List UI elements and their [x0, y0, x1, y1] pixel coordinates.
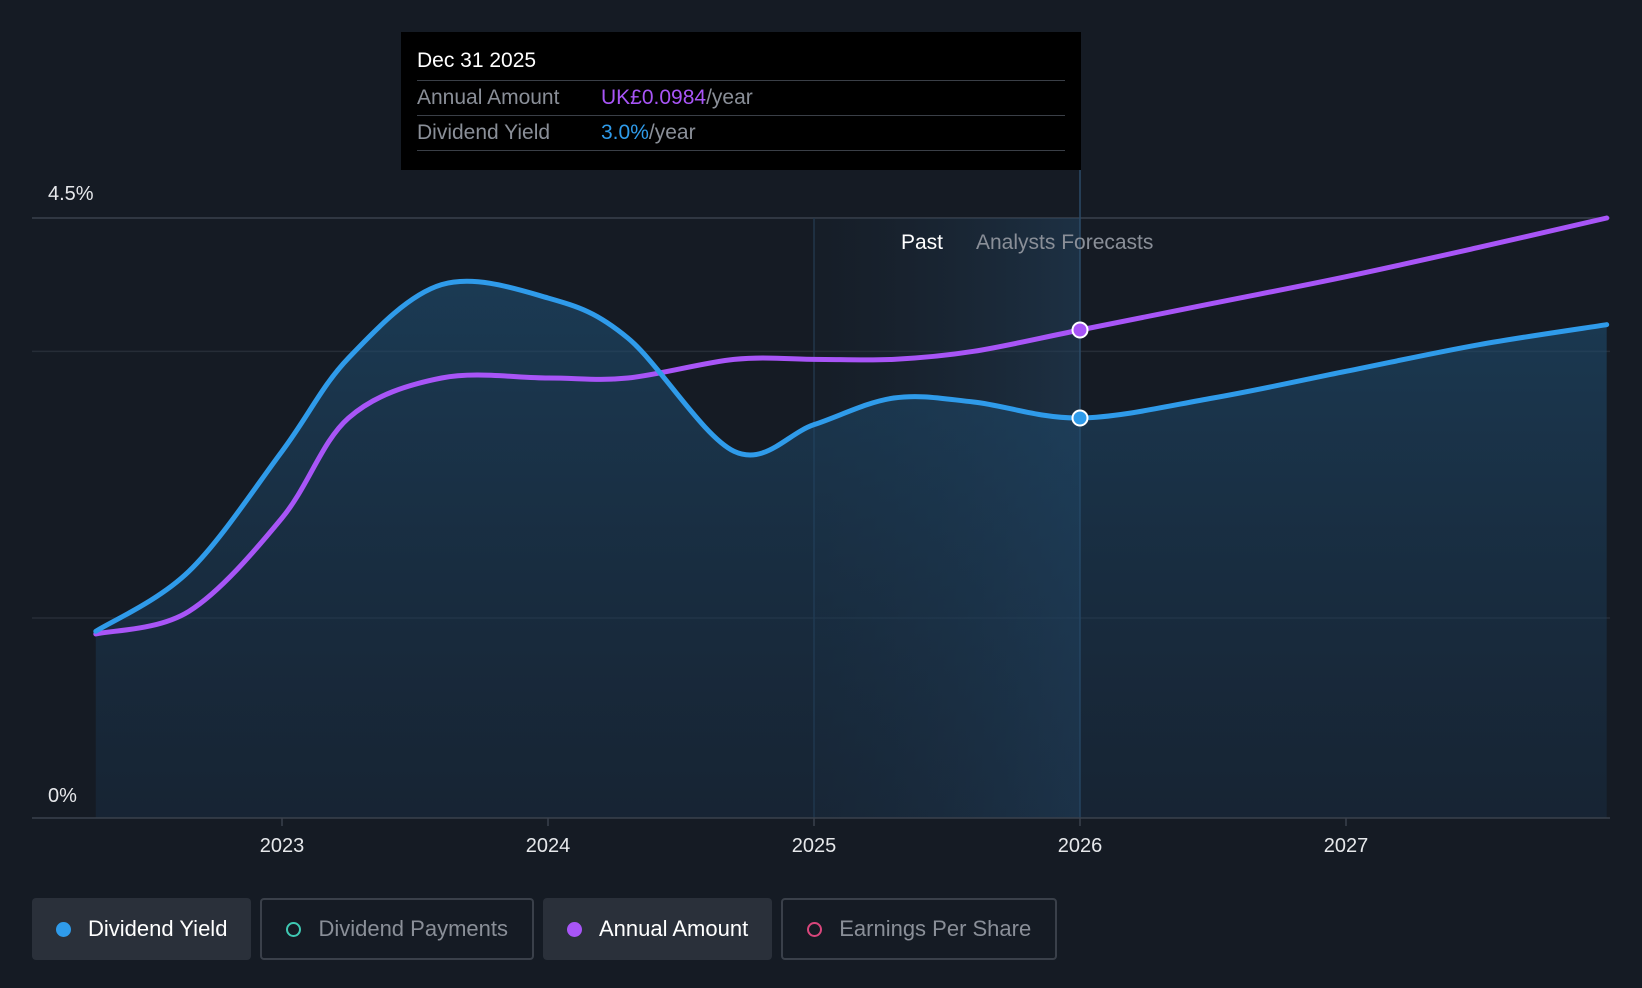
- legend-label: Dividend Payments: [318, 916, 508, 941]
- legend: Dividend Yield Dividend Payments Annual …: [32, 898, 1058, 960]
- chart-canvas: 4.5% 0% 2023 2024 2025 2026 2027 Past Analysts F…: [32, 168, 1610, 857]
- legend-dividend-yield[interactable]: Dividend Yield: [32, 898, 252, 960]
- x-tick-label: 2025: [792, 835, 837, 857]
- x-tick-label: 2027: [1324, 835, 1369, 857]
- filled-circle-icon: [566, 921, 582, 937]
- annual-amount-line: [93, 215, 1610, 637]
- tooltip-value: 3.0%: [601, 121, 649, 144]
- annual-amount-marker: [1071, 321, 1089, 339]
- x-tick-label: 2026: [1058, 835, 1103, 857]
- legend-label: Dividend Yield: [88, 916, 228, 941]
- legend-annual-amount[interactable]: Annual Amount: [542, 898, 773, 960]
- tooltip-row-annual-amount: Annual Amount UK£0.0984 /year: [417, 80, 1065, 115]
- legend-dividend-payments[interactable]: Dividend Payments: [260, 898, 534, 960]
- tooltip-value: UK£0.0984: [601, 86, 707, 109]
- dividend-yield-line: [93, 278, 1610, 634]
- tooltip-label: Annual Amount: [417, 86, 560, 109]
- hollow-circle-icon: [807, 921, 823, 937]
- past-label: Past: [901, 231, 943, 254]
- tooltip-date: Dec 31 2025: [417, 49, 537, 72]
- x-tick-label: 2023: [260, 835, 305, 857]
- tooltip-label: Dividend Yield: [417, 121, 551, 144]
- legend-label: Annual Amount: [598, 916, 749, 941]
- tooltip-unit: /year: [648, 121, 696, 144]
- filled-circle-icon: [56, 921, 71, 937]
- tooltip-unit: /year: [706, 86, 753, 109]
- tooltip: Dec 31 2025 Annual Amount UK£0.0984 /yea…: [401, 32, 1081, 170]
- y-axis-label-min: 0%: [48, 785, 77, 807]
- tooltip-row-dividend-yield: Dividend Yield 3.0% /year: [417, 115, 1065, 151]
- x-tick-label: 2024: [526, 835, 571, 857]
- legend-label: Earnings Per Share: [839, 916, 1032, 941]
- y-axis-label-max: 4.5%: [48, 183, 94, 205]
- hollow-circle-icon: [286, 921, 302, 937]
- legend-earnings-per-share[interactable]: Earnings Per Share: [781, 898, 1058, 960]
- dividend-yield-marker: [1071, 409, 1089, 427]
- forecast-label: Analysts Forecasts: [976, 231, 1153, 254]
- dividend-yield-area: [95, 281, 1607, 818]
